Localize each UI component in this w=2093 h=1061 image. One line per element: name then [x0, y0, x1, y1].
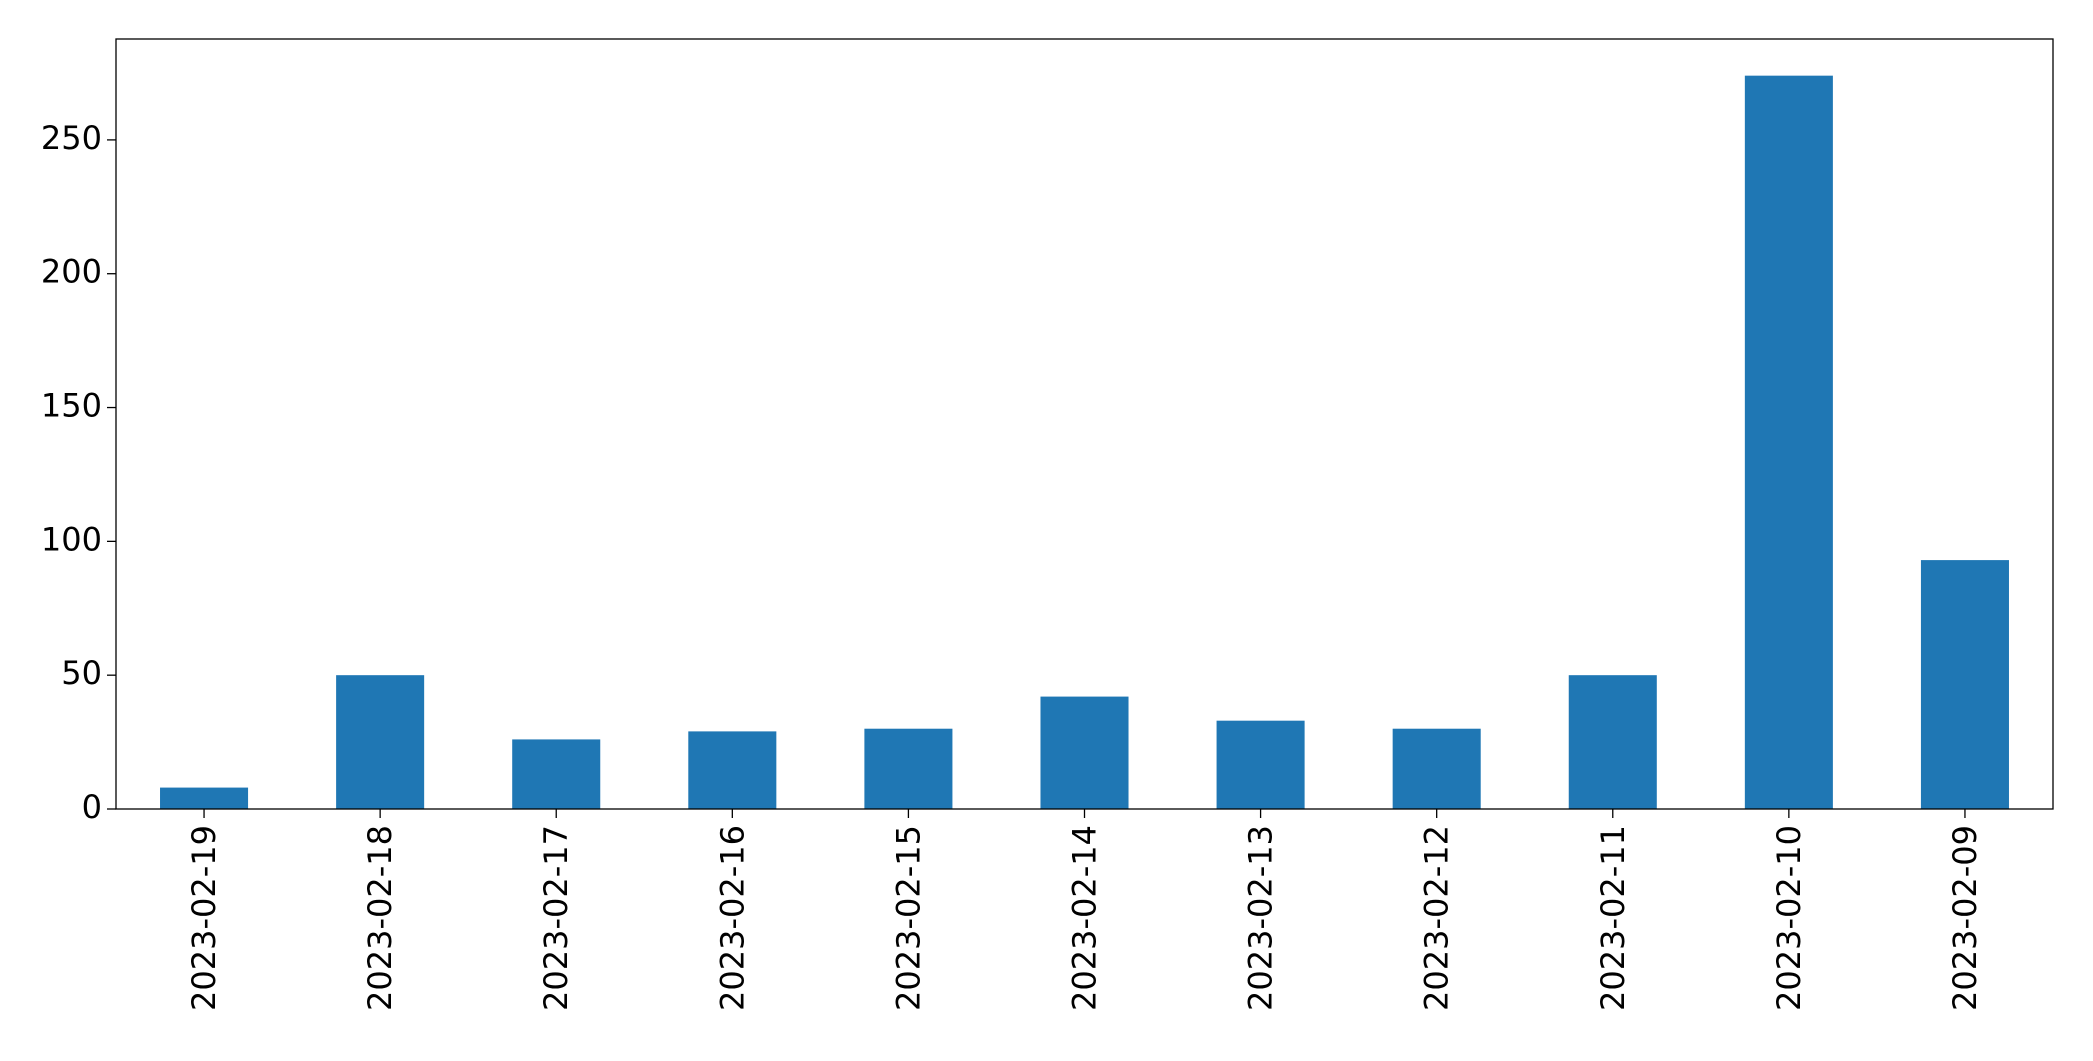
x-tick-label: 2023-02-13 — [1242, 825, 1280, 1011]
x-tick-label: 2023-02-19 — [185, 825, 223, 1011]
bar — [864, 728, 953, 809]
y-tick-label: 0 — [82, 788, 102, 826]
x-tick-label: 2023-02-10 — [1770, 825, 1808, 1011]
x-tick-label: 2023-02-16 — [713, 825, 751, 1011]
x-tick-label: 2023-02-17 — [537, 825, 575, 1011]
plot-frame — [115, 38, 2054, 810]
y-tick-label: 50 — [61, 654, 102, 692]
bar — [512, 739, 601, 809]
bar — [1392, 728, 1481, 809]
bar — [1744, 75, 1833, 809]
bar — [1568, 675, 1657, 809]
bar — [336, 675, 425, 809]
y-tick-label: 250 — [41, 119, 102, 157]
bar — [688, 731, 777, 809]
bar — [160, 787, 249, 809]
bar — [1920, 560, 2009, 809]
x-tick-label: 2023-02-14 — [1066, 825, 1104, 1011]
x-tick-label: 2023-02-12 — [1418, 825, 1456, 1011]
bar — [1216, 720, 1305, 809]
x-tick-label: 2023-02-18 — [361, 825, 399, 1011]
x-tick-label: 2023-02-09 — [1946, 825, 1984, 1011]
x-tick-label: 2023-02-15 — [889, 825, 927, 1011]
y-tick-label: 150 — [41, 387, 102, 425]
y-tick-label: 200 — [41, 253, 102, 291]
x-tick-label: 2023-02-11 — [1594, 825, 1632, 1011]
y-tick-label: 100 — [41, 520, 102, 558]
bar — [1040, 696, 1129, 809]
